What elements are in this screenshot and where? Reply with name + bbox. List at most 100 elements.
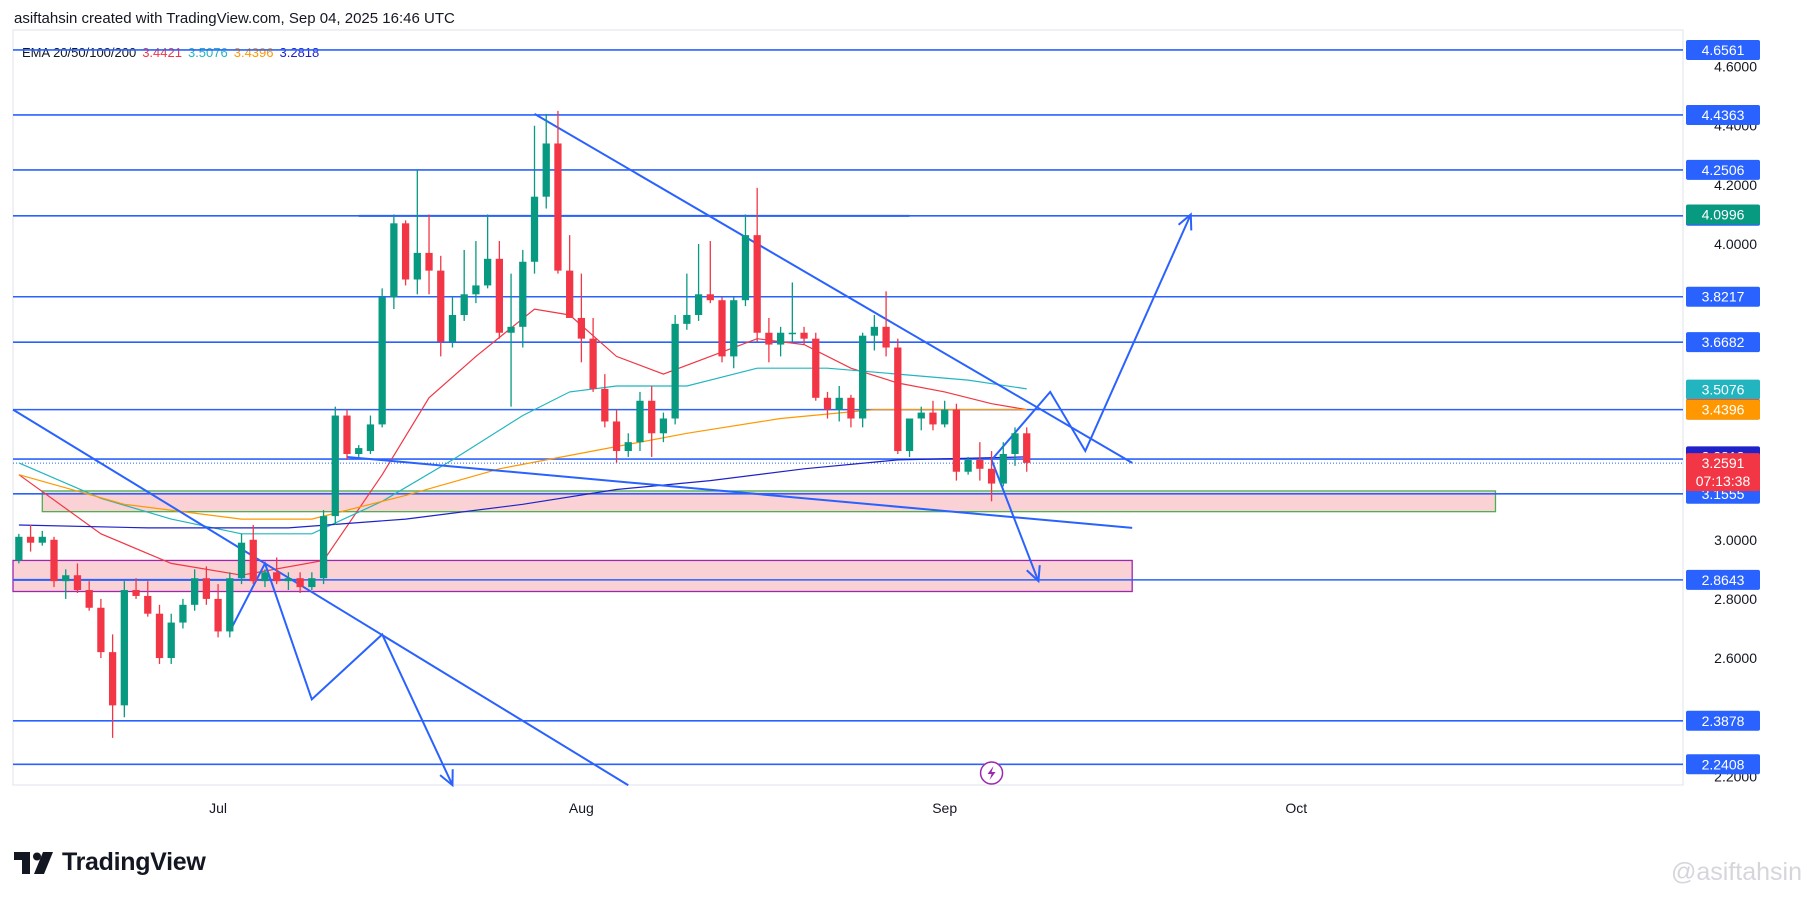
- ema-line-2: [18, 409, 1027, 520]
- candle-66: [788, 282, 796, 342]
- level-price-label-0-text: 4.6561: [1702, 42, 1745, 58]
- candle-body-11: [144, 595, 152, 614]
- candle-51: [612, 409, 621, 463]
- indicator-price-label-0-bg: [1686, 204, 1760, 225]
- candle-52: [624, 433, 632, 457]
- candle-72: [859, 332, 867, 428]
- candle-30: [366, 415, 375, 454]
- candle-body-55: [659, 418, 668, 434]
- candle-23: [284, 572, 293, 591]
- candle-body-28: [343, 415, 351, 454]
- candle-body-48: [577, 317, 586, 339]
- candle-26: [319, 510, 328, 585]
- candle-25: [308, 572, 316, 591]
- candle-body-32: [390, 223, 398, 298]
- candle-82: [976, 442, 984, 481]
- candle-body-29: [355, 448, 363, 454]
- candle-body-42: [507, 326, 515, 333]
- zone-1: [12, 559, 1133, 593]
- candle-69: [823, 391, 832, 419]
- level-price-label-11: 2.2408: [1686, 754, 1760, 775]
- y-tick-label-8: 4.6000: [1714, 59, 1757, 75]
- candle-41: [495, 241, 503, 339]
- candle-73: [870, 314, 879, 351]
- candle-37: [448, 297, 457, 348]
- y-tick-label-5: 4.0000: [1714, 236, 1757, 252]
- candle-46: [554, 110, 562, 274]
- candle-body-83: [987, 468, 996, 484]
- candle-body-12: [155, 613, 164, 659]
- candle-body-33: [401, 223, 410, 280]
- candle-48: [577, 273, 586, 363]
- candle-body-77: [917, 412, 925, 419]
- level-price-label-4-bg: [1686, 286, 1760, 307]
- x-tick-label-0: Jul: [209, 800, 227, 816]
- price-chart[interactable]: 2.20002.40002.60002.80003.00004.00004.20…: [0, 0, 1814, 830]
- candle-body-44: [530, 196, 539, 262]
- candle-58: [694, 244, 703, 321]
- indicator-price-label-1-text: 3.5076: [1702, 382, 1745, 398]
- candle-body-62: [741, 235, 750, 301]
- candle-body-82: [976, 459, 984, 469]
- brand[interactable]: TradingView: [14, 848, 206, 877]
- current-price-label-bg: [1686, 453, 1760, 492]
- level-price-label-2: 4.2506: [1686, 159, 1760, 180]
- candle-67: [800, 326, 808, 345]
- candle-53: [636, 391, 644, 452]
- candle-19: [237, 533, 246, 585]
- current-price-label: 3.2591 07:13:38: [1686, 453, 1760, 492]
- candle-body-15: [191, 578, 199, 605]
- level-price-label-11-bg: [1686, 754, 1760, 775]
- candle-body-69: [823, 397, 832, 410]
- candle-body-46: [554, 143, 562, 271]
- indicator-price-label-0: 4.0996: [1686, 204, 1760, 225]
- candle-29: [355, 445, 363, 457]
- level-price-label-10-text: 2.3878: [1702, 713, 1745, 729]
- candle-85: [1011, 427, 1019, 466]
- candle-7: [97, 598, 105, 659]
- event-marker-bolt: [987, 766, 996, 780]
- candle-body-59: [706, 294, 714, 301]
- indicator-price-label-1-bg: [1686, 379, 1760, 400]
- candle-body-14: [179, 604, 187, 623]
- candle-68: [812, 332, 820, 401]
- candle-body-9: [120, 590, 128, 706]
- candle-40: [483, 214, 492, 289]
- candle-35: [425, 214, 433, 295]
- candle-75: [894, 338, 902, 454]
- level-price-label-5: 3.6682: [1686, 332, 1760, 353]
- candle-39: [472, 241, 480, 304]
- candle-79: [941, 400, 949, 428]
- candle-2: [38, 530, 46, 546]
- candle-81: [964, 456, 972, 475]
- candle-42: [507, 273, 515, 407]
- candle-body-74: [882, 326, 890, 348]
- projection-path-1: [990, 213, 1192, 461]
- candle-body-10: [132, 590, 140, 596]
- candle-body-3: [50, 539, 58, 582]
- trend-line-1: [346, 455, 1133, 529]
- trend-line-2: [534, 113, 1133, 464]
- candle-body-7: [97, 607, 105, 653]
- candle-18: [226, 572, 234, 638]
- candle-body-35: [425, 252, 433, 271]
- ema-line-3: [18, 456, 1027, 529]
- candle-body-71: [847, 397, 855, 419]
- candle-body-16: [202, 578, 211, 599]
- candle-20: [249, 524, 257, 585]
- candle-body-60: [718, 300, 726, 357]
- candle-body-81: [964, 459, 972, 472]
- candle-body-78: [929, 412, 937, 425]
- candle-47: [566, 235, 574, 318]
- candle-62: [741, 214, 750, 307]
- candle-body-52: [624, 442, 632, 452]
- candle-56: [671, 314, 679, 425]
- level-price-label-11-text: 2.2408: [1702, 756, 1745, 772]
- lightning-icon: [979, 761, 1004, 785]
- candle-31: [378, 288, 386, 428]
- candle-body-18: [226, 578, 234, 632]
- candle-86: [1023, 427, 1031, 472]
- candle-84: [999, 442, 1007, 487]
- candle-body-85: [1011, 433, 1019, 454]
- ema-legend[interactable]: EMA 20/50/100/200 3.4421 3.5076 3.4396 3.281…: [22, 45, 325, 60]
